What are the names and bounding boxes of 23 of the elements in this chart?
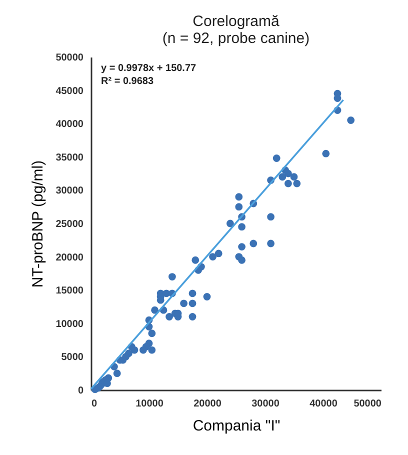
- y-tick-label: 0: [78, 386, 84, 396]
- chart-title: Corelogramă: [192, 13, 280, 30]
- chart-subtitle: (n = 92, probe canine): [162, 30, 310, 47]
- y-tick-label: 45000: [56, 86, 84, 97]
- x-tick-label: 20000: [194, 398, 222, 410]
- x-axis-title: Compania "I": [192, 418, 280, 434]
- x-tick-label: 0: [92, 398, 98, 410]
- annotation: R² = 0.9683: [101, 76, 154, 87]
- y-tick-label: 35000: [56, 152, 84, 164]
- y-tick-label: 50000: [56, 52, 84, 64]
- x-tick-label: 30000: [252, 398, 280, 410]
- y-tick-label: 30000: [56, 186, 84, 197]
- y-tick-label: 25000: [56, 219, 84, 230]
- y-tick-label: 5000: [61, 352, 84, 364]
- x-tick-label: 10000: [136, 398, 164, 410]
- x-tick-label: 40000: [310, 398, 338, 410]
- y-tick-label: 20000: [56, 252, 84, 264]
- annotation: y = 0.9978x + 150.77: [101, 63, 197, 74]
- x-tick-label: 50000: [354, 398, 382, 410]
- y-tick-label: 15000: [56, 286, 84, 297]
- y-tick-label: 40000: [56, 119, 84, 130]
- y-axis-title: NT-proBNP (pg/ml): [30, 160, 47, 288]
- y-tick-label: 10000: [56, 318, 84, 330]
